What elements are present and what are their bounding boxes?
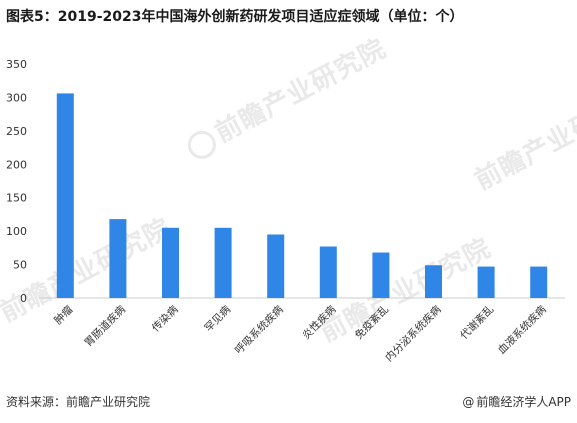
x-tick-label: 肿瘤 xyxy=(51,303,75,327)
x-tick-label: 炎性疾病 xyxy=(300,303,339,342)
x-tick-label: 内分泌系统疾病 xyxy=(382,303,444,365)
bar xyxy=(214,227,232,298)
x-tick-label: 代谢紊乱 xyxy=(457,303,496,342)
y-tick-label: 150 xyxy=(6,192,27,205)
y-tick-label: 300 xyxy=(6,91,27,104)
x-tick-label: 胃肠道疾病 xyxy=(82,303,129,350)
x-tick-label: 呼吸系统疾病 xyxy=(232,303,286,357)
source-note: 资料来源：前瞻产业研究院 xyxy=(6,395,151,409)
brand-credit: @ 前瞻经济学人APP xyxy=(462,393,571,410)
bar xyxy=(477,266,495,298)
bar xyxy=(56,93,74,298)
x-tick-label: 传染病 xyxy=(149,303,181,335)
y-tick-label: 0 xyxy=(20,292,27,305)
bar-chart: 0 50 100 150 200 250 300 350 肿瘤 胃肠道疾病 传染病 罕见病 呼吸系统疾病… xyxy=(6,58,565,365)
x-tick-label: 免疫紊乱 xyxy=(352,303,391,342)
y-tick-label: 350 xyxy=(6,58,27,71)
bar xyxy=(425,265,442,298)
bar xyxy=(530,266,548,298)
bar xyxy=(372,252,390,298)
bar xyxy=(267,234,285,298)
x-tick-label: 血液系统疾病 xyxy=(495,303,549,357)
bar xyxy=(319,246,337,298)
brand-label: 前瞻经济学人APP xyxy=(476,395,571,409)
y-tick-label: 200 xyxy=(6,158,27,171)
y-tick-label: 100 xyxy=(6,225,27,238)
x-tick-label: 罕见病 xyxy=(202,303,234,335)
y-tick-label: 250 xyxy=(6,125,27,138)
chart-title: 图表5：2019-2023年中国海外创新药研发项目适应症领域（单位：个） xyxy=(6,9,464,25)
y-tick-label: 50 xyxy=(13,259,27,272)
bar xyxy=(109,219,127,298)
bar xyxy=(162,227,179,298)
at-icon: @ xyxy=(462,395,475,409)
